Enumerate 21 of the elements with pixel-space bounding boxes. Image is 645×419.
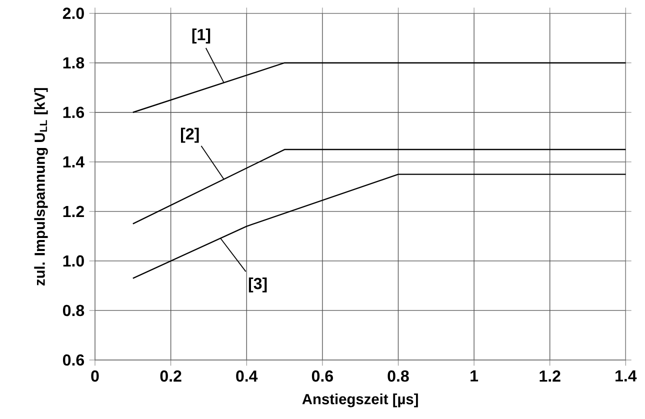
x-tick-label: 0.2 — [160, 370, 182, 382]
text: [1] — [192, 28, 210, 44]
y-tick-label: 1.4 — [63, 156, 85, 168]
y-tick-label: 0.6 — [62, 354, 84, 366]
x-tick-label: 0.4 — [236, 370, 258, 382]
x-tick-label: 1 — [470, 370, 478, 382]
y-tick-label: 1.6 — [63, 106, 84, 118]
x-tick-label: 0.8 — [388, 370, 409, 382]
x-tick-label: 0 — [91, 370, 99, 382]
x-axis-title: Anstiegszeit [µs] — [302, 394, 418, 408]
text: [2] — [181, 128, 199, 143]
y-tick-label: 1.8 — [63, 57, 84, 69]
y-axis-title: zul. Impulspannung U$_{LL}$ [kV] — [34, 88, 48, 286]
x-tick-label: 0.6 — [312, 370, 333, 382]
legend-label: [3] — [248, 277, 267, 292]
y-tick-label: 2.0 — [62, 8, 84, 19]
y-tick-label: 1.0 — [63, 255, 84, 267]
x-tick-label: 1.4 — [616, 370, 637, 382]
y-tick-label: 1.2 — [63, 206, 84, 218]
x-tick-label: 1.2 — [540, 370, 560, 382]
y-tick-label: 0.8 — [62, 304, 84, 316]
